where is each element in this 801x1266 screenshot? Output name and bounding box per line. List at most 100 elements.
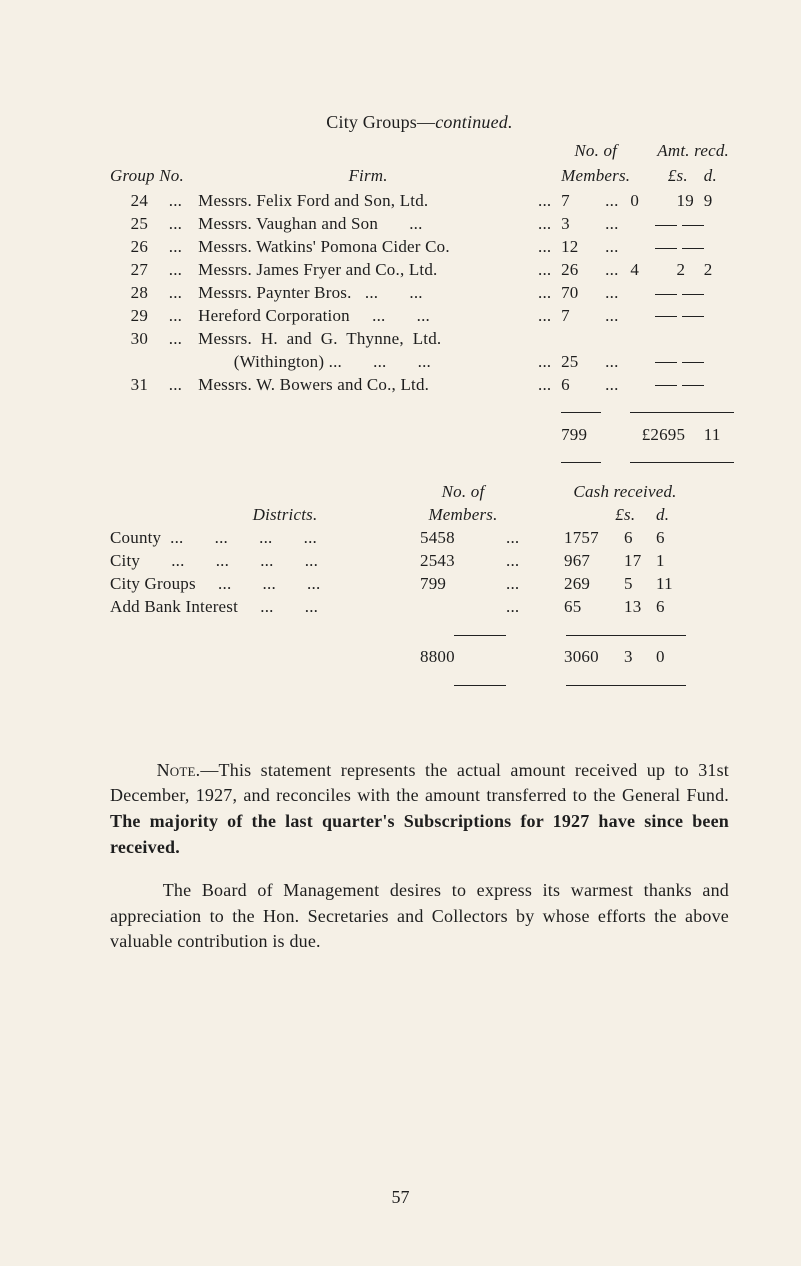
dots: ...: [169, 213, 198, 236]
members-count: 25: [561, 351, 605, 374]
hdr-no-of: No. of: [561, 140, 630, 165]
cash-l: 269: [564, 573, 624, 596]
hdr-amt-recd: Amt. recd.: [630, 140, 729, 165]
table-row: 24 ... Messrs. Felix Ford and Son, Ltd. …: [110, 190, 729, 213]
total-l: 3060: [564, 646, 624, 669]
rule-row: [110, 446, 729, 473]
district-name: City ... ... ... ...: [110, 550, 420, 573]
firm-name: Messrs. Watkins' Pomona Cider Co.: [198, 236, 538, 259]
total-amount-d: 11: [704, 424, 729, 447]
dots: ...: [605, 351, 630, 374]
rule-row: [110, 669, 729, 696]
amount-blank: [630, 213, 729, 236]
members-count: 7: [561, 190, 605, 213]
dots: ...: [506, 596, 564, 619]
grp-no: 31: [110, 374, 169, 397]
dots: ...: [538, 305, 561, 328]
dots: ...: [538, 351, 561, 374]
firm-name: Messrs. W. Bowers and Co., Ltd.: [198, 374, 538, 397]
cash-l: 1757: [564, 527, 624, 550]
total-members: 799: [561, 424, 605, 447]
firm-name: Messrs. Vaughan and Son ...: [198, 213, 538, 236]
cash-d: 6: [656, 596, 686, 619]
dots: ...: [538, 282, 561, 305]
amt-l: 4: [630, 259, 676, 282]
hdr-d: d.: [704, 165, 729, 190]
hdr2-s: s.: [624, 504, 656, 527]
hdr-s: s.: [677, 165, 704, 190]
table-row: 31 ... Messrs. W. Bowers and Co., Ltd. .…: [110, 374, 729, 397]
note-para2-text: The Board of Management desires to expre…: [110, 880, 729, 951]
dots: ...: [169, 190, 198, 213]
dots: ...: [506, 573, 564, 596]
dots: ...: [605, 305, 630, 328]
dots: ...: [169, 282, 198, 305]
table2-header-row2: Districts. Members. £ s. d.: [110, 504, 729, 527]
cash-d: 6: [656, 527, 686, 550]
note-body1: —This statement represents the actual am…: [110, 760, 729, 806]
dots: ...: [169, 374, 198, 397]
cash-s: 17: [624, 550, 656, 573]
hdr2-districts: Districts.: [110, 504, 420, 527]
grp-no: 26: [110, 236, 169, 259]
dots: ...: [538, 236, 561, 259]
table-row: Add Bank Interest ... ... ... 65 13 6: [110, 596, 729, 619]
dots: ...: [538, 213, 561, 236]
dots: ...: [506, 527, 564, 550]
amt-s: 2: [677, 259, 704, 282]
note-bold-tail: The majority of the last quarter's Subsc…: [110, 811, 729, 857]
members-count: 12: [561, 236, 605, 259]
table2-total-row: 8800 3060 3 0: [110, 646, 729, 669]
title-prefix: City Groups—: [326, 112, 435, 132]
table-row: 27 ... Messrs. James Fryer and Co., Ltd.…: [110, 259, 729, 282]
amt-d: 2: [704, 259, 729, 282]
total-d: 0: [656, 646, 686, 669]
members-count: 26: [561, 259, 605, 282]
dots: ...: [538, 190, 561, 213]
amount-blank: [630, 236, 729, 259]
dots: ...: [605, 236, 630, 259]
amt-s: 19: [677, 190, 704, 213]
district-name: Add Bank Interest ... ...: [110, 596, 420, 619]
dots: ...: [605, 259, 630, 282]
note-paragraph-1: Note.—This statement represents the actu…: [110, 758, 729, 860]
dots: ...: [605, 282, 630, 305]
amount-blank: [630, 374, 729, 397]
hdr2-no-of: No. of: [420, 481, 506, 504]
table-row: 29 ... Hereford Corporation ... ... ... …: [110, 305, 729, 328]
cash-s: 5: [624, 573, 656, 596]
table1-total-row: 799 £269 5 11: [110, 424, 729, 447]
hdr2-cash: Cash received.: [564, 481, 686, 504]
rule-row: [110, 619, 729, 646]
firm-name: Messrs. H. and G. Thynne, Ltd.: [198, 328, 538, 351]
district-members: 5458: [420, 527, 506, 550]
firm-name: Messrs. Felix Ford and Son, Ltd.: [198, 190, 538, 213]
hdr-group-no: Group No.: [110, 165, 198, 190]
amt-d: 9: [704, 190, 729, 213]
title-suffix: continued.: [435, 112, 512, 132]
page-container: City Groups—continued. No. of Amt. recd.…: [0, 0, 801, 955]
note-lead: Note.: [157, 760, 201, 780]
table-row: (Withington) ... ... ... ... 25 ...: [110, 351, 729, 374]
city-groups-table: No. of Amt. recd. Group No. Firm. Member…: [110, 140, 729, 473]
hdr-firm: Firm.: [198, 165, 538, 190]
grp-no: 29: [110, 305, 169, 328]
dots: ...: [169, 328, 198, 351]
cash-s: 6: [624, 527, 656, 550]
cash-l: 967: [564, 550, 624, 573]
dots: ...: [538, 259, 561, 282]
firm-name: Messrs. Paynter Bros. ... ...: [198, 282, 538, 305]
cash-d: 1: [656, 550, 686, 573]
grp-no: 30: [110, 328, 169, 351]
amount-blank: [630, 282, 729, 305]
table-row: City Groups ... ... ... 799 ... 269 5 11: [110, 573, 729, 596]
total-s: 3: [624, 646, 656, 669]
grp-no: 28: [110, 282, 169, 305]
total-amount-l: £269: [630, 424, 676, 447]
section-title: City Groups—continued.: [110, 110, 729, 134]
firm-name: (Withington) ... ... ...: [198, 351, 538, 374]
districts-table: No. of Cash received. Districts. Members…: [110, 481, 729, 695]
table-row: 26 ... Messrs. Watkins' Pomona Cider Co.…: [110, 236, 729, 259]
cash-d: 11: [656, 573, 686, 596]
table2-header-row1: No. of Cash received.: [110, 481, 729, 504]
